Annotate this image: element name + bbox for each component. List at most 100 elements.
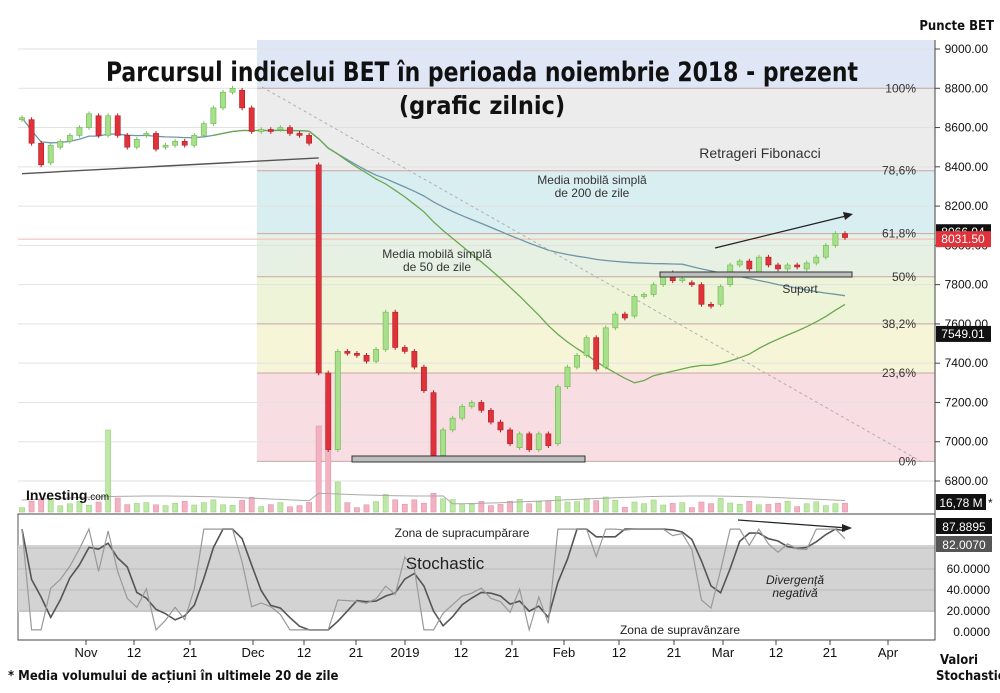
- stochastic-d-line: [21, 528, 846, 631]
- annotation-ma200-line1: Media mobilă simplă: [537, 173, 647, 187]
- volume-bar: [478, 501, 485, 513]
- candle-body: [698, 284, 705, 305]
- price-tag-bg: [936, 231, 991, 248]
- price-tick-label: 9000.00: [945, 42, 989, 56]
- volume-bar: [765, 504, 772, 513]
- candle-body: [229, 87, 236, 93]
- price-axis-ticks: 9000.008800.008600.008400.008200.008000.…: [935, 42, 988, 488]
- candle-body: [755, 256, 762, 274]
- zone-overbought-label: Zona de supracumpărare: [395, 526, 530, 540]
- x-tick-label: 12: [127, 645, 141, 660]
- x-tick-label: 2019: [391, 645, 420, 660]
- candle-body: [76, 127, 83, 136]
- volume-bar: [708, 503, 714, 513]
- trend-arrow-stochastic: [737, 519, 849, 529]
- x-tick-label: Mar: [712, 645, 735, 660]
- volume-bar: [564, 501, 571, 513]
- stoch-tag-2: 82.0070: [942, 538, 986, 552]
- volume-bar: [756, 504, 762, 513]
- volume-bar: [200, 502, 207, 513]
- x-tick-label: 21: [505, 645, 519, 660]
- price-tick-label: 7200.00: [945, 395, 989, 409]
- volume-bar: [95, 501, 102, 513]
- candle-body: [210, 107, 217, 124]
- candle-body: [555, 386, 561, 444]
- volume-bar: [172, 502, 178, 513]
- candle-body: [105, 115, 112, 136]
- candle-body: [688, 282, 695, 285]
- volume-bar: [220, 504, 226, 513]
- volume-bar: [612, 499, 619, 513]
- candle-body: [545, 433, 552, 446]
- volume-bar: [76, 501, 83, 513]
- candle-body: [200, 123, 207, 136]
- volume-bar: [143, 502, 150, 513]
- candle-body: [153, 133, 159, 150]
- candle-body: [497, 421, 504, 431]
- candle-body: [239, 89, 246, 109]
- stoch-tick-label: 20.0000: [947, 604, 991, 618]
- candle-body: [746, 260, 753, 270]
- volume-average-line: [21, 492, 846, 505]
- volume-bar: [133, 503, 140, 513]
- volume-bar: [287, 506, 293, 513]
- candle-body: [478, 402, 485, 411]
- investing-logo: Investing.com: [26, 487, 109, 503]
- volume-bar: [602, 496, 609, 513]
- x-tick-label: 12: [454, 645, 468, 660]
- stochastic-axis-ticks: 60.0000 40.0000 20.0000 0.0000: [947, 562, 991, 639]
- candle-body: [181, 140, 188, 146]
- volume-bar: [267, 504, 274, 513]
- volume-bar: [277, 502, 284, 513]
- candle-body: [842, 233, 848, 238]
- candle-body: [19, 117, 25, 120]
- x-tick-label: Dec: [241, 645, 265, 660]
- candle-body: [708, 303, 714, 307]
- arrowhead-price: [843, 212, 853, 220]
- volume-bar: [105, 429, 111, 513]
- date-axis-ticks: Nov 12 21 Dec 12 21 2019 12 21 Feb 12 21 Mar 12 21 Apr: [74, 640, 899, 660]
- candle-body: [775, 264, 781, 270]
- volume-bar: [545, 500, 552, 513]
- volume-bar: [19, 507, 25, 513]
- right-axis-title: Puncte BET: [919, 19, 994, 34]
- candle-body: [373, 349, 379, 362]
- price-tick-label: 8600.00: [945, 121, 989, 135]
- candle-body: [325, 372, 332, 450]
- volume-bar: [315, 425, 322, 513]
- candle-body: [277, 127, 284, 130]
- volume-bar: [430, 492, 437, 513]
- price-tag: 8031.50: [941, 232, 985, 246]
- volume-bar: [363, 504, 370, 513]
- price-tick-label: 7800.00: [945, 278, 989, 292]
- volume-bar: [669, 503, 676, 513]
- volume-bar: [86, 504, 92, 513]
- volume-bar: [449, 499, 456, 513]
- volume-tag-bg: [936, 494, 986, 510]
- candle-body: [334, 351, 341, 450]
- volume-bar: [746, 501, 753, 513]
- candle-body: [382, 311, 389, 350]
- volume-bar: [497, 504, 504, 513]
- volume-bar: [660, 504, 667, 513]
- volume-bar: [181, 500, 188, 513]
- candle-body: [411, 351, 418, 368]
- price-tick-label: 6800.00: [945, 474, 989, 488]
- fib-level-label: 50%: [892, 270, 916, 284]
- annotation-ma200-line2: de 200 de zile: [555, 186, 630, 200]
- candle-body: [449, 417, 456, 431]
- volume-bar: [258, 506, 265, 513]
- volume-bar: [631, 501, 638, 513]
- fib-level-label: 61,8%: [882, 227, 916, 241]
- volume-bar: [153, 504, 159, 513]
- candle-body: [95, 115, 102, 136]
- volume-bar: [373, 501, 379, 513]
- stoch-axis-title-1: Valori: [940, 653, 978, 668]
- stoch-axis-title-2: Stochastic: [936, 669, 1000, 684]
- candle-body: [162, 144, 169, 148]
- volume-bar: [736, 503, 743, 513]
- candle-body: [296, 133, 303, 136]
- candle-body: [114, 115, 121, 136]
